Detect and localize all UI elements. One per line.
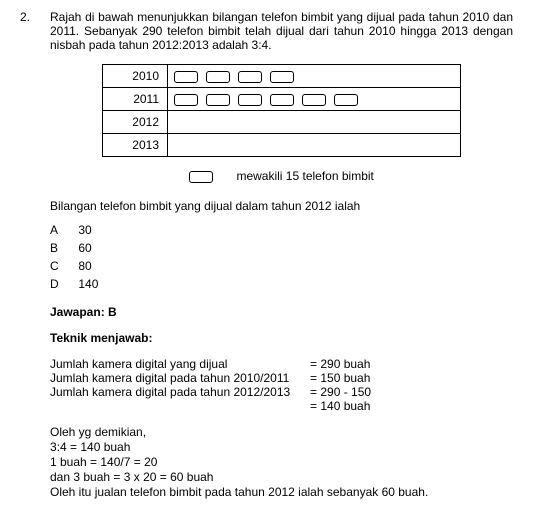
calc-right: = 140 buah xyxy=(310,399,370,413)
phone-icon xyxy=(174,71,198,83)
year-cell: 2010 xyxy=(103,65,168,88)
calc-left: Jumlah kamera digital pada tahun 2010/20… xyxy=(50,371,310,385)
technique-label: Teknik menjawab: xyxy=(50,331,513,345)
question-stem: Bilangan telefon bimbit yang dijual dala… xyxy=(50,199,513,213)
year-cell: 2013 xyxy=(103,134,168,157)
phone-icon xyxy=(189,171,213,183)
option-c: C 80 xyxy=(50,259,513,273)
option-value: 60 xyxy=(78,241,91,255)
year-cell: 2011 xyxy=(103,88,168,111)
calc-left: Jumlah kamera digital pada tahun 2012/20… xyxy=(50,385,310,399)
option-d: D 140 xyxy=(50,277,513,291)
option-value: 80 xyxy=(78,259,91,273)
calc-row: = 140 buah xyxy=(50,399,513,413)
option-letter: D xyxy=(50,277,75,291)
icons-cell-2010 xyxy=(168,65,461,88)
working-line: 3:4 = 140 buah xyxy=(50,440,513,454)
calc-right: = 150 buah xyxy=(310,371,370,385)
calc-left: Jumlah kamera digital yang dijual xyxy=(50,357,310,371)
question-body: Rajah di bawah menunjukkan bilangan tele… xyxy=(50,10,513,500)
phone-icon xyxy=(302,94,326,106)
table-row: 2012 xyxy=(103,111,461,134)
calc-row: Jumlah kamera digital yang dijual = 290 … xyxy=(50,357,513,371)
calc-right: = 290 - 150 xyxy=(310,385,371,399)
icons-cell-2012 xyxy=(168,111,461,134)
working-line: Oleh yg demikian, xyxy=(50,425,513,439)
working-line: dan 3 buah = 3 x 20 = 60 buah xyxy=(50,470,513,484)
phone-icon xyxy=(206,71,230,83)
phone-icon xyxy=(206,94,230,106)
calc-row: Jumlah kamera digital pada tahun 2010/20… xyxy=(50,371,513,385)
table-row: 2011 xyxy=(103,88,461,111)
question-number: 2. xyxy=(20,10,50,24)
option-letter: C xyxy=(50,259,75,273)
phone-icon xyxy=(238,94,262,106)
working-line: 1 buah = 140/7 = 20 xyxy=(50,455,513,469)
answer-label: Jawapan: B xyxy=(50,305,513,319)
phone-icon xyxy=(174,94,198,106)
calc-right: = 290 buah xyxy=(310,357,370,371)
option-letter: A xyxy=(50,223,75,237)
calc-left xyxy=(50,399,310,413)
option-a: A 30 xyxy=(50,223,513,237)
options-list: A 30 B 60 C 80 D 140 xyxy=(50,223,513,291)
phone-icon xyxy=(270,71,294,83)
option-value: 140 xyxy=(78,277,98,291)
question-text: Rajah di bawah menunjukkan bilangan tele… xyxy=(50,10,513,52)
phone-icon xyxy=(238,71,262,83)
working-block: Oleh yg demikian, 3:4 = 140 buah 1 buah … xyxy=(50,425,513,499)
legend: mewakili 15 telefon bimbit xyxy=(50,169,513,183)
table-row: 2013 xyxy=(103,134,461,157)
icons-cell-2013 xyxy=(168,134,461,157)
phone-icon xyxy=(270,94,294,106)
calc-row: Jumlah kamera digital pada tahun 2012/20… xyxy=(50,385,513,399)
calculation-block: Jumlah kamera digital yang dijual = 290 … xyxy=(50,357,513,413)
pictograph-table: 2010 2011 2012 2013 xyxy=(102,64,461,157)
option-b: B 60 xyxy=(50,241,513,255)
question-container: 2. Rajah di bawah menunjukkan bilangan t… xyxy=(20,10,513,500)
year-cell: 2012 xyxy=(103,111,168,134)
working-line: Oleh itu jualan telefon bimbit pada tahu… xyxy=(50,485,513,499)
option-value: 30 xyxy=(78,223,91,237)
table-row: 2010 xyxy=(103,65,461,88)
phone-icon xyxy=(334,94,358,106)
icons-cell-2011 xyxy=(168,88,461,111)
legend-text: mewakili 15 telefon bimbit xyxy=(236,169,373,183)
option-letter: B xyxy=(50,241,75,255)
